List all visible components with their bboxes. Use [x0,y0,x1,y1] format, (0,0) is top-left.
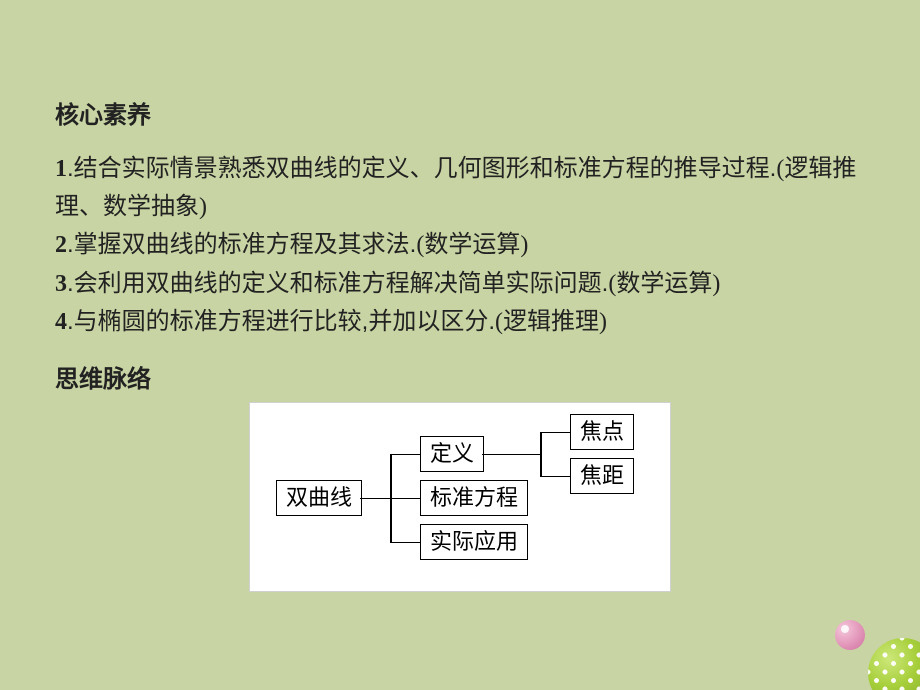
diagram-node-app: 实际应用 [420,524,528,560]
point-3-paren: (数学运算) [608,271,720,297]
green-polkadot-ball-icon [868,638,920,690]
diagram-container: 双曲线 定义标准方程实际应用 焦点焦距 [55,402,865,592]
point-list: 1.结合实际情景熟悉双曲线的定义、几何图形和标准方程的推导过程.(逻辑推理、数学… [55,150,865,341]
point-2-paren: (数学运算) [416,232,528,258]
point-4-text: .与椭圆的标准方程进行比较,并加以区分. [67,308,495,335]
point-3: 3.会利用双曲线的定义和标准方程解决简单实际问题.(数学运算) [55,265,865,303]
diagram-connector [482,454,540,456]
point-1: 1.结合实际情景熟悉双曲线的定义、几何图形和标准方程的推导过程.(逻辑推理、数学… [55,150,865,226]
core-competency-heading: 核心素养 [55,95,865,130]
thinking-thread-heading: 思维脉络 [55,359,865,394]
point-4-number: 4 [55,309,67,335]
pink-ball-icon [835,620,865,650]
diagram-node-def: 定义 [420,436,484,472]
point-3-text: .会利用双曲线的定义和标准方程解决简单实际问题. [67,270,608,297]
diagram-connector [390,454,420,456]
diagram-connector [540,432,570,434]
point-4-paren: (逻辑推理) [495,309,607,335]
slide-content: 核心素养 1.结合实际情景熟悉双曲线的定义、几何图形和标准方程的推导过程.(逻辑… [0,0,920,592]
decorative-balls [800,595,920,690]
point-2: 2.掌握双曲线的标准方程及其求法.(数学运算) [55,226,865,264]
point-1-text: .结合实际情景熟悉双曲线的定义、几何图形和标准方程的推导过程. [67,155,776,182]
diagram-connector [390,542,420,544]
diagram-node-focus: 焦点 [570,414,634,450]
diagram-connector [540,432,542,478]
hyperbola-tree-diagram: 双曲线 定义标准方程实际应用 焦点焦距 [249,402,671,592]
diagram-node-root: 双曲线 [276,480,362,516]
diagram-connector [390,498,420,500]
point-4: 4.与椭圆的标准方程进行比较,并加以区分.(逻辑推理) [55,303,865,341]
point-2-number: 2 [55,232,67,258]
point-3-number: 3 [55,271,67,297]
diagram-connector [540,476,570,478]
diagram-node-std: 标准方程 [420,480,528,516]
diagram-node-fdist: 焦距 [570,458,634,494]
diagram-connector [360,498,390,500]
point-2-text: .掌握双曲线的标准方程及其求法. [67,231,416,258]
point-1-number: 1 [55,156,67,182]
